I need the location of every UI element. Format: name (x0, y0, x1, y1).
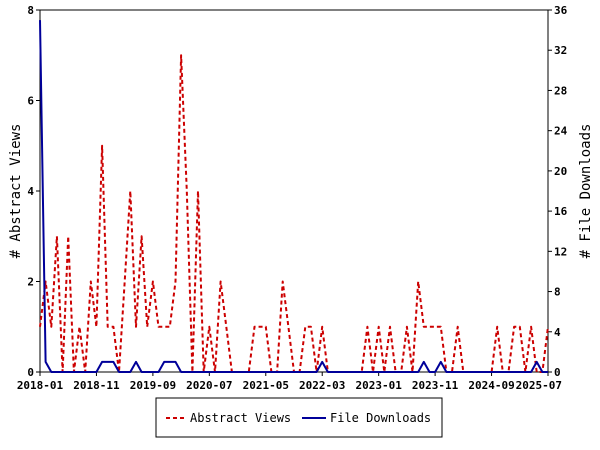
y2-tick-label: 0 (554, 366, 561, 379)
y2-tick-label: 12 (554, 245, 567, 258)
legend: Abstract Views File Downloads (155, 397, 443, 438)
x-tick-label: 2023-11 (412, 379, 459, 392)
y-tick-label: 2 (27, 276, 34, 289)
plot-area (39, 9, 549, 373)
y2-tick-label: 20 (554, 165, 567, 178)
x-tick-label: 2025-07 (516, 379, 562, 392)
series-layer (39, 20, 549, 373)
y-axis-ticks: 0 2 4 6 8 (27, 4, 40, 379)
x-tick-label: 2024-09 (468, 379, 514, 392)
y2-tick-label: 36 (554, 4, 568, 17)
series-line-file-downloads (39, 20, 548, 373)
x-tick-label: 2019-09 (130, 379, 176, 392)
y-tick-label: 4 (27, 185, 34, 198)
y-tick-label: 8 (27, 4, 34, 17)
x-axis-ticks: 2018-01 2018-11 2019-09 2020-07 2021-05 2022-… (17, 372, 562, 392)
x-tick-label: 2023-01 (355, 379, 402, 392)
y-tick-label: 0 (27, 366, 34, 379)
x-tick-label: 2020-07 (186, 379, 232, 392)
y2-tick-label: 4 (554, 326, 561, 339)
legend-label-file-downloads: File Downloads (330, 411, 431, 425)
legend-label-abstract-views: Abstract Views (190, 411, 291, 425)
legend-box (155, 397, 443, 438)
y-tick-label: 6 (27, 95, 34, 108)
y2-tick-label: 24 (554, 125, 568, 138)
y-axis-label: # Abstract Views (8, 124, 24, 259)
x-tick-label: 2018-01 (17, 379, 64, 392)
y2-tick-label: 32 (554, 44, 567, 57)
x-tick-label: 2021-05 (243, 379, 289, 392)
y2-tick-label: 16 (554, 205, 568, 218)
x-tick-label: 2022-03 (299, 379, 345, 392)
y2-axis-label: # File Downloads (578, 124, 594, 259)
y2-tick-label: 28 (554, 84, 567, 97)
x-tick-label: 2018-11 (73, 379, 120, 392)
y2-axis-ticks: 0 4 8 12 16 20 24 28 32 36 (548, 4, 568, 379)
y2-tick-label: 8 (554, 286, 561, 299)
